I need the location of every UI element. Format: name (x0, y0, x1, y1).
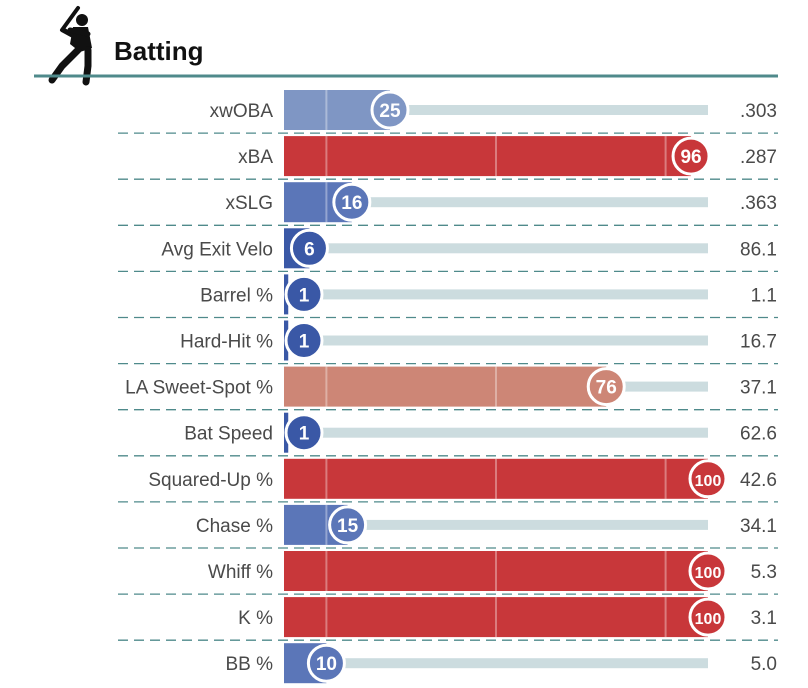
bar-track (284, 335, 708, 346)
stat-value: 16.7 (740, 332, 777, 353)
stat-value: 62.6 (740, 424, 777, 445)
percentile-value: 100 (695, 611, 722, 628)
chart-title: Batting (114, 36, 204, 66)
percentile-bar (284, 551, 708, 591)
batter-silhouette-icon (48, 6, 92, 86)
metric-label: xwOBA (210, 101, 274, 122)
metric-label: BB % (225, 654, 273, 675)
stat-value: .363 (740, 193, 777, 214)
bar-track (284, 243, 708, 254)
stat-value: 3.1 (751, 608, 777, 629)
percentile-value: 10 (316, 654, 337, 675)
percentile-value: 15 (337, 516, 359, 537)
percentile-badge (332, 182, 372, 222)
metric-row: Squared-Up % 100 42.6 (118, 455, 778, 499)
percentile-value: 76 (596, 378, 617, 399)
metric-row: Barrel % 1 1.1 (118, 270, 778, 315)
metric-label: Barrel % (200, 285, 273, 306)
metric-row: xwOBA 25 .303 (210, 90, 777, 130)
metric-row: Hard-Hit % 1 16.7 (118, 316, 778, 361)
percentile-badge (688, 459, 728, 499)
bar-track (284, 658, 708, 669)
bar-track (284, 519, 708, 530)
metric-label: Chase % (196, 516, 273, 537)
stat-value: 5.3 (751, 562, 777, 583)
bar-track (284, 197, 708, 208)
percentile-badge (370, 90, 410, 130)
metric-row: Bat Speed 1 62.6 (118, 409, 778, 453)
metric-row: Chase % 15 34.1 (118, 501, 778, 545)
bar-track (284, 289, 708, 300)
percentile-value: 96 (680, 147, 701, 168)
percentile-value: 25 (379, 101, 401, 122)
percentile-value: 1 (299, 332, 310, 353)
percentile-badge (284, 274, 324, 314)
percentile-value: 16 (341, 193, 362, 214)
percentile-bar (284, 458, 708, 499)
stat-value: 42.6 (740, 470, 777, 491)
metric-row: xSLG 16 .363 (118, 178, 778, 223)
metric-label: Squared-Up % (148, 470, 273, 491)
percentile-badge (284, 321, 324, 360)
metric-label: Avg Exit Velo (161, 239, 273, 260)
metric-label: xBA (238, 147, 273, 168)
metric-row: Avg Exit Velo 6 86.1 (118, 224, 778, 269)
percentile-badge (328, 505, 368, 545)
metric-row: K % 100 3.1 (118, 593, 778, 638)
percentile-badge (671, 136, 711, 176)
percentile-badge (586, 367, 626, 407)
percentile-bar (284, 366, 607, 407)
bar-track (284, 105, 708, 115)
stat-value: 34.1 (740, 516, 777, 537)
percentile-badge (688, 597, 728, 637)
metric-label: xSLG (225, 193, 273, 214)
chart-header: Batting (34, 6, 778, 86)
metric-label: Hard-Hit % (180, 332, 273, 353)
percentile-bar (284, 136, 692, 177)
stat-value: 37.1 (740, 378, 777, 399)
metric-row: Whiff % 100 5.3 (118, 547, 778, 591)
percentile-value: 6 (304, 239, 315, 260)
percentile-value: 100 (695, 565, 722, 582)
bar-track (284, 427, 708, 438)
percentile-badge (289, 228, 329, 268)
percentile-value: 1 (299, 285, 310, 306)
metric-label: LA Sweet-Spot % (125, 378, 273, 399)
percentile-badge (284, 413, 324, 453)
metric-label: Bat Speed (184, 424, 273, 445)
percentile-bar (284, 597, 708, 638)
metric-row: xBA 96 .287 (118, 132, 778, 177)
percentile-value: 1 (299, 424, 310, 445)
stat-value: 1.1 (751, 285, 777, 306)
stat-value: .287 (740, 147, 777, 168)
metric-row: BB % 10 5.0 (118, 639, 778, 684)
stat-value: 5.0 (751, 654, 777, 675)
percentile-value: 100 (695, 473, 722, 490)
stat-value: .303 (740, 101, 777, 122)
percentile-badge (306, 643, 346, 683)
metric-label: Whiff % (208, 562, 273, 583)
stat-value: 86.1 (740, 239, 777, 260)
metric-row: LA Sweet-Spot % 76 37.1 (118, 362, 778, 407)
metric-label: K % (238, 608, 273, 629)
percentile-badge (688, 551, 728, 591)
